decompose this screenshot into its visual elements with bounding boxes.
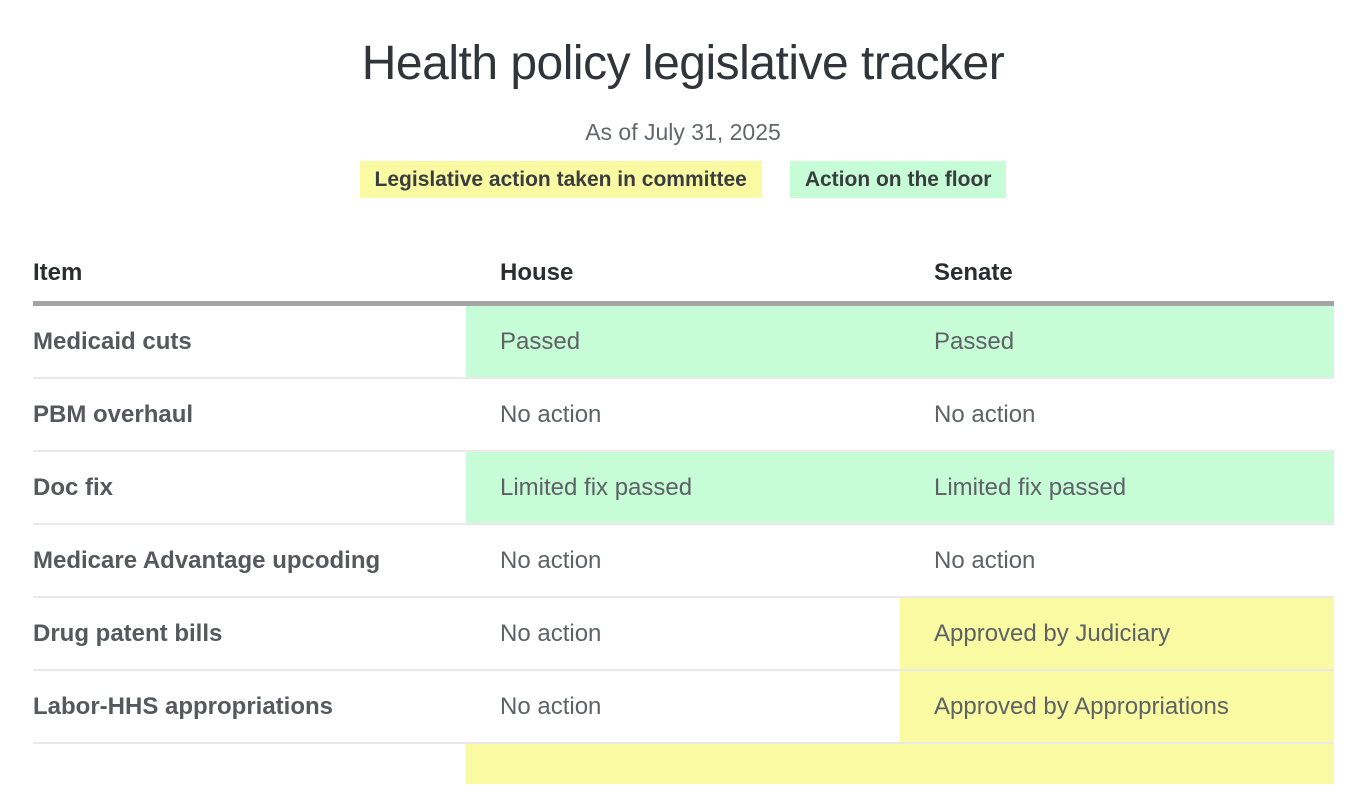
house-cell: No action (500, 619, 602, 647)
tracker-table: Item House Senate Medicaid cuts Passed P… (33, 245, 1334, 784)
senate-cell: Approved by Appropriations (900, 671, 1334, 742)
table-row: Medicare Advantage upcoding No action No… (33, 525, 1334, 598)
column-header-senate: Senate (934, 259, 1013, 286)
table-header-row: Item House Senate (33, 245, 1334, 306)
table-row (33, 744, 1334, 784)
house-cell: No action (500, 692, 602, 720)
item-cell: PBM overhaul (33, 400, 194, 428)
house-cell: Limited fix passed (466, 452, 900, 523)
senate-cell: No action (934, 546, 1036, 574)
table-row: Medicaid cuts Passed Passed (33, 306, 1334, 379)
legend: Legislative action taken in committee Ac… (0, 161, 1366, 198)
item-cell: Labor-HHS appropriations (33, 692, 334, 720)
page-subtitle: As of July 31, 2025 (585, 119, 781, 145)
item-cell (33, 744, 466, 784)
senate-cell: No action (934, 400, 1036, 428)
legend-chip-committee: Legislative action taken in committee (359, 161, 762, 198)
page-title: Health policy legislative tracker (361, 37, 1005, 90)
senate-cell: Limited fix passed (900, 452, 1334, 523)
item-cell: Drug patent bills (33, 619, 223, 647)
house-cell: No action (500, 400, 602, 428)
legend-chip-floor: Action on the floor (789, 161, 1007, 198)
senate-cell (900, 744, 1334, 784)
item-cell: Doc fix (33, 473, 114, 501)
house-cell: No action (500, 546, 602, 574)
senate-cell: Approved by Judiciary (900, 598, 1334, 669)
column-header-house: House (500, 259, 574, 286)
table-row: PBM overhaul No action No action (33, 379, 1334, 452)
table-row: Labor-HHS appropriations No action Appro… (33, 671, 1334, 744)
legislative-tracker-page: Health policy legislative tracker As of … (0, 36, 1366, 784)
house-cell (466, 744, 900, 784)
item-cell: Medicaid cuts (33, 327, 192, 355)
table-row: Drug patent bills No action Approved by … (33, 598, 1334, 671)
column-header-item: Item (33, 259, 83, 286)
house-cell: Passed (466, 306, 900, 377)
table-body: Medicaid cuts Passed Passed PBM overhaul… (33, 306, 1334, 784)
senate-cell: Passed (900, 306, 1334, 377)
table-row: Doc fix Limited fix passed Limited fix p… (33, 452, 1334, 525)
item-cell: Medicare Advantage upcoding (33, 546, 381, 574)
